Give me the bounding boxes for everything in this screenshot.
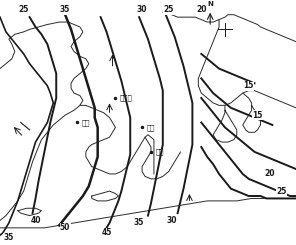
Text: 25: 25: [163, 5, 174, 14]
Text: 35: 35: [4, 233, 14, 242]
Text: 30: 30: [137, 5, 147, 14]
Text: 半田: 半田: [81, 119, 90, 126]
Text: 岡崎: 岡崎: [147, 124, 155, 131]
Text: 15: 15: [243, 81, 254, 90]
Text: 25: 25: [18, 5, 29, 14]
Text: 15: 15: [252, 111, 263, 120]
Text: 50: 50: [60, 223, 70, 232]
Text: 40: 40: [30, 216, 41, 225]
Text: 豊橋: 豊橋: [155, 149, 164, 155]
Text: 20: 20: [264, 170, 275, 178]
Text: 35: 35: [60, 5, 70, 14]
Text: 45: 45: [101, 228, 112, 237]
Text: 名古屋: 名古屋: [120, 95, 133, 101]
Text: 20: 20: [196, 5, 207, 14]
Text: 35: 35: [134, 219, 144, 227]
Text: 25: 25: [276, 187, 287, 196]
Text: 30: 30: [166, 216, 177, 225]
Text: N: N: [207, 1, 213, 7]
